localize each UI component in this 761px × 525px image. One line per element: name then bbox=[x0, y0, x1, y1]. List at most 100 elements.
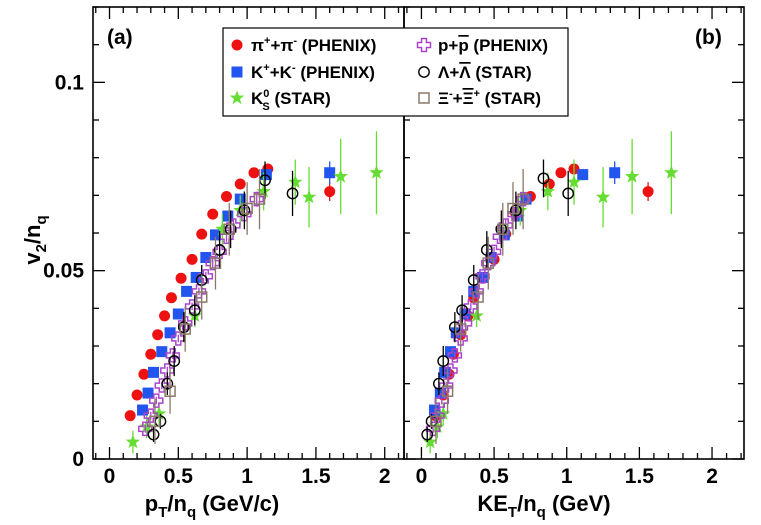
data-point-pi bbox=[207, 208, 219, 220]
data-point-kaon bbox=[137, 404, 149, 416]
data-point-pi bbox=[165, 292, 177, 304]
data-point-lambda bbox=[456, 304, 469, 317]
x-tick-label-b: 0 bbox=[416, 465, 428, 488]
data-point-xi bbox=[472, 291, 484, 303]
data-point-proton bbox=[198, 269, 214, 284]
data-point-kaon bbox=[148, 366, 160, 378]
data-point-pi bbox=[248, 167, 260, 179]
legend-marker-4 bbox=[418, 66, 430, 78]
legend-box bbox=[222, 27, 569, 117]
data-point-lambda bbox=[467, 274, 480, 286]
data-point-k0s bbox=[469, 308, 484, 322]
data-point-k0s bbox=[423, 434, 438, 449]
data-point-lambda bbox=[562, 187, 575, 200]
data-point-k0s bbox=[664, 165, 679, 179]
data-point-xi bbox=[430, 415, 442, 428]
data-point-pi bbox=[543, 178, 555, 190]
data-point-xi bbox=[164, 385, 176, 397]
data-point-lambda bbox=[480, 244, 493, 256]
data-point-lambda bbox=[421, 428, 434, 441]
data-point-lambda bbox=[432, 377, 445, 390]
data-point-kaon bbox=[200, 251, 212, 263]
data-point-kaon bbox=[434, 387, 446, 399]
data-point-lambda bbox=[509, 204, 522, 217]
y-tick-label: 0 bbox=[72, 448, 84, 471]
data-point-kaon bbox=[609, 167, 621, 179]
data-point-kaon bbox=[222, 210, 234, 222]
data-point-pi bbox=[131, 389, 143, 401]
x-tick-label-b: 1.5 bbox=[625, 465, 655, 488]
series-pi-b bbox=[430, 163, 654, 422]
data-point-proton bbox=[453, 331, 468, 346]
data-point-xi bbox=[517, 193, 529, 205]
data-point-pi bbox=[124, 410, 136, 422]
data-point-proton bbox=[515, 191, 531, 207]
x-tick-label-b: 2 bbox=[706, 465, 718, 488]
data-point-xi bbox=[223, 223, 235, 235]
axis-ticks bbox=[93, 6, 744, 460]
data-point-k0s bbox=[595, 189, 611, 204]
data-point-k0s bbox=[540, 184, 555, 198]
series-k0s-a bbox=[125, 131, 384, 454]
data-point-proton bbox=[212, 244, 227, 260]
data-point-proton bbox=[165, 348, 181, 363]
x-tick-label-a: 0 bbox=[104, 465, 116, 488]
data-point-k0s bbox=[288, 174, 303, 189]
data-point-lambda bbox=[437, 355, 450, 367]
legend-label-xi: Ξ-+Ξ+ (STAR) bbox=[438, 88, 541, 108]
x-tick-label-a: 2 bbox=[379, 465, 391, 488]
tick-labels: 0 0.05 0.1 0 0.5 1 1.5 2 0 0.5 1 1.5 2 bbox=[43, 71, 718, 488]
legend-marker-5 bbox=[418, 92, 430, 104]
data-point-proton bbox=[481, 255, 496, 271]
data-point-k0s bbox=[256, 184, 271, 198]
data-point-proton bbox=[171, 331, 186, 346]
data-point-proton bbox=[457, 316, 473, 331]
x-tick-label-b: 0.5 bbox=[479, 465, 509, 488]
data-point-xi bbox=[195, 291, 208, 303]
data-point-proton bbox=[475, 269, 490, 284]
data-point-k0s bbox=[233, 202, 248, 217]
y-tick-label: 0.1 bbox=[55, 71, 85, 94]
y-axis-title: v2/nq bbox=[20, 215, 50, 264]
data-point-xi bbox=[253, 193, 266, 205]
data-point-k0s bbox=[125, 434, 141, 449]
data-point-k0s bbox=[139, 419, 154, 434]
x-axis-title-a: pT/nq (GeV/c) bbox=[145, 491, 280, 521]
data-point-proton bbox=[486, 244, 502, 260]
legend-label-proton: p+p (PHENIX) bbox=[438, 36, 548, 55]
legend-label-kaon: K++K- (PHENIX) bbox=[251, 62, 375, 82]
data-point-xi bbox=[209, 257, 222, 269]
data-point-proton bbox=[149, 393, 164, 408]
x-axis-title-b: KET/nq (GeV) bbox=[477, 491, 610, 521]
data-point-pi bbox=[555, 167, 567, 179]
legend-markers bbox=[229, 37, 432, 105]
data-point-kaon bbox=[172, 308, 184, 320]
data-point-kaon bbox=[156, 346, 168, 358]
legend: π++π- (PHENIX) K++K- (PHENIX) K0 S (STAR)… bbox=[222, 27, 569, 117]
data-point-proton bbox=[438, 378, 454, 393]
data-point-lambda bbox=[147, 428, 160, 441]
data-point-k0s bbox=[513, 202, 528, 217]
data-point-xi bbox=[454, 323, 467, 335]
data-point-proton bbox=[469, 284, 484, 299]
data-point-xi bbox=[441, 385, 454, 397]
data-point-pi bbox=[145, 348, 157, 360]
series-pi-a bbox=[124, 163, 336, 422]
data-point-k0s bbox=[624, 169, 640, 183]
data-point-pi bbox=[138, 368, 150, 380]
data-point-xi bbox=[497, 223, 509, 235]
data-point-kaon bbox=[164, 327, 176, 339]
data-point-pi bbox=[159, 310, 171, 322]
legend-marker-1 bbox=[231, 66, 243, 78]
x-tick-label-a: 1.5 bbox=[301, 465, 331, 488]
legend-label-pi: π++π- (PHENIX) bbox=[251, 35, 376, 55]
data-point-lambda bbox=[238, 204, 251, 217]
y-tick-label: 0.05 bbox=[43, 260, 84, 283]
series-xi-a bbox=[149, 168, 266, 444]
data-point-k0s bbox=[151, 406, 167, 420]
data-point-kaon bbox=[324, 167, 336, 179]
x-tick-label-a: 1 bbox=[241, 465, 253, 488]
data-point-lambda bbox=[168, 355, 181, 367]
x-tick-label-a: 0.5 bbox=[164, 465, 194, 488]
